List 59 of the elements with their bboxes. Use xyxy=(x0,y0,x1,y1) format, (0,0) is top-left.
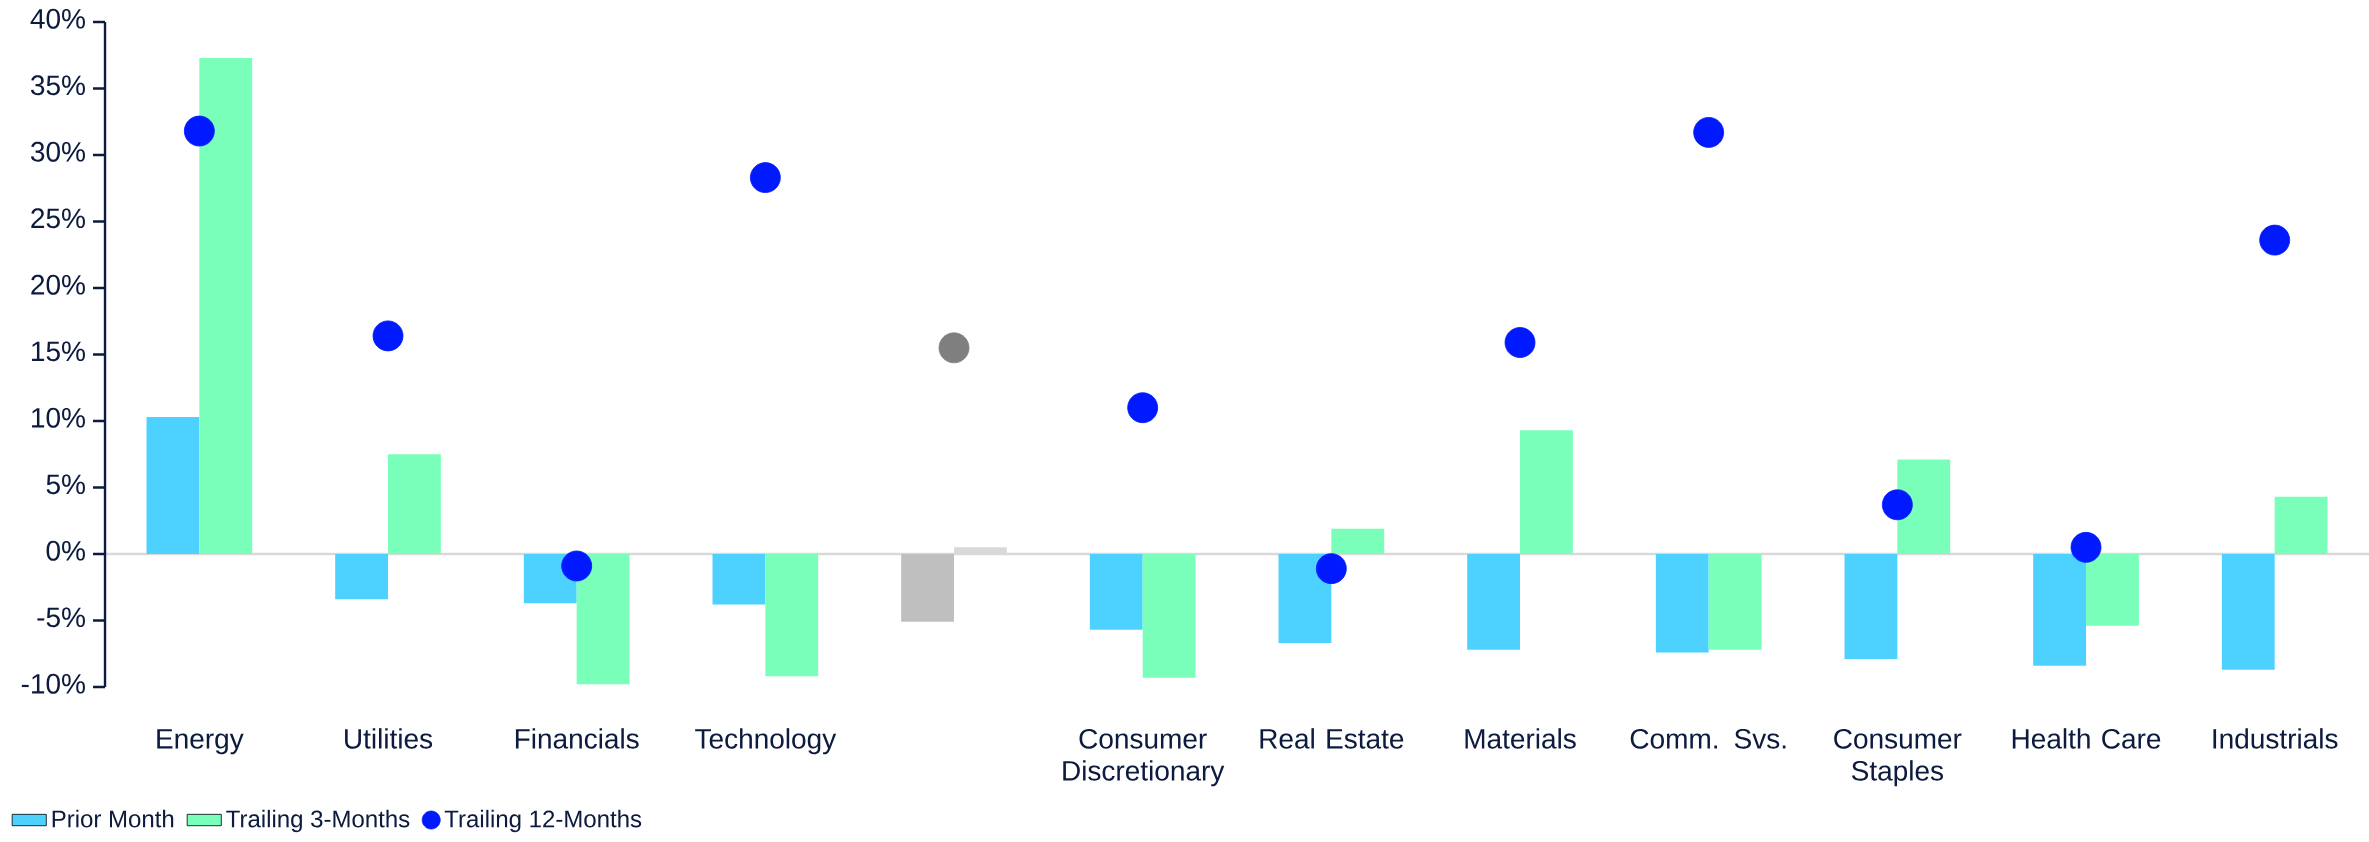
bar xyxy=(388,454,441,554)
bar xyxy=(901,554,955,622)
bar xyxy=(1089,554,1143,630)
y-tick-label: 15% xyxy=(32,341,85,362)
x-tick-label: Consumer Staples xyxy=(1834,728,1962,787)
bar xyxy=(1655,554,1709,653)
bar xyxy=(1331,528,1385,554)
bar xyxy=(1467,554,1521,650)
y-tick-label: 5% xyxy=(46,474,85,495)
x-tick-label: Utilities xyxy=(345,728,433,749)
x-tick-label: Energy xyxy=(157,729,244,755)
x-tick-label: Real Estate xyxy=(1260,728,1404,749)
bar xyxy=(146,417,200,554)
bar xyxy=(2033,554,2087,666)
point xyxy=(1504,327,1536,358)
bar xyxy=(1844,554,1898,660)
point xyxy=(372,320,404,352)
y-tick-label: 25% xyxy=(31,208,85,229)
point xyxy=(1315,553,1347,585)
bar xyxy=(2274,496,2328,554)
y-tick-label: -5% xyxy=(37,607,85,628)
bar xyxy=(1897,459,1951,554)
x-tick-label: Financials xyxy=(515,728,639,749)
legend-label: Trailing 12-Months xyxy=(444,809,642,833)
bar xyxy=(2086,554,2139,626)
legend-label: Trailing 3-Months xyxy=(226,809,410,833)
x-tick-label: Consumer Discretionary xyxy=(1063,728,1225,787)
point xyxy=(1693,116,1725,148)
point xyxy=(1127,392,1159,424)
x-tick-label: Materials xyxy=(1465,728,1576,749)
point xyxy=(938,332,970,364)
legend-label: Prior Month xyxy=(52,809,174,828)
y-tick-label: -10% xyxy=(21,673,85,694)
x-tick-label: Industrials xyxy=(2213,728,2338,749)
bar xyxy=(2221,554,2275,670)
x-tick-label: Technology xyxy=(695,728,837,755)
bar xyxy=(576,554,630,685)
bar xyxy=(1708,554,1762,650)
y-tick-label: 40% xyxy=(30,8,85,29)
point xyxy=(2259,224,2291,256)
x-tick-label: Health Care xyxy=(2012,728,2161,749)
x-tick-label: Comm. Svs. xyxy=(1630,728,1786,749)
point xyxy=(561,550,593,582)
point xyxy=(2070,531,2102,563)
bar xyxy=(765,554,819,677)
bar xyxy=(335,554,389,600)
point xyxy=(749,162,781,194)
bar xyxy=(1278,554,1332,644)
bar xyxy=(1142,554,1196,678)
bar xyxy=(712,554,766,605)
y-tick-label: 30% xyxy=(30,141,85,162)
point xyxy=(1881,489,1913,521)
y-tick-label: 35% xyxy=(30,75,85,96)
y-tick-label: 0% xyxy=(46,540,85,561)
point xyxy=(183,115,215,147)
bar xyxy=(199,57,253,554)
y-tick-label: 20% xyxy=(31,274,85,295)
bar xyxy=(1520,430,1573,554)
y-tick-label: 10% xyxy=(32,407,85,428)
